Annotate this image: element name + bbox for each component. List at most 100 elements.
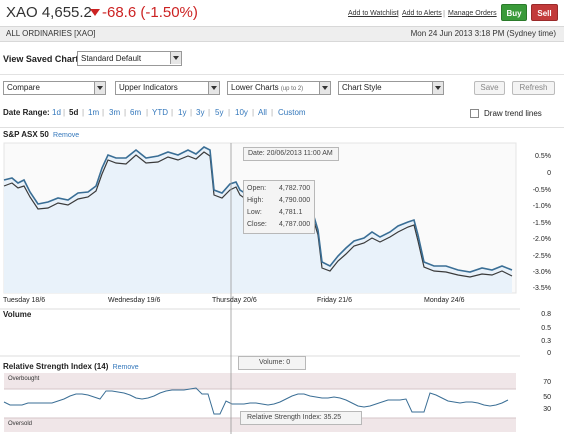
rsi-y-tick: 30 [543,406,551,413]
date-tooltip: Date: 20/06/2013 11:00 AM [243,147,339,161]
buy-button[interactable]: Buy [501,4,527,21]
compare-label: Compare [7,83,40,92]
y-tick: -3.5% [532,285,551,292]
close-value: 4,787.000 [279,221,311,228]
range-separator: | [171,108,174,117]
range-separator: | [252,108,255,117]
range-separator: | [271,108,274,117]
save-button[interactable]: Save [474,81,505,95]
oversold-band [4,418,516,432]
overbought-band [4,373,516,389]
add-to-alerts-link[interactable]: Add to Alerts [402,10,442,17]
divider [0,74,564,75]
compare-select[interactable]: Compare [3,81,106,95]
remove-compare-link[interactable]: Remove [53,132,80,139]
remove-rsi-link[interactable]: Remove [112,364,139,371]
volume-title: Volume [3,310,32,319]
range-separator: | [146,108,149,117]
price-change: -68.6 (-1.50%) [102,4,198,21]
rsi-title: Relative Strength Index (14) Remove [3,362,139,371]
range-separator: | [208,108,211,117]
range-separator: | [82,108,85,117]
y-tick: -2.0% [532,236,551,243]
manage-orders-link[interactable]: Manage Orders [448,10,497,17]
chevron-down-icon [94,82,105,94]
y-tick: -1.5% [532,220,551,227]
ticker-price: XAO 4,655.2 [6,4,92,21]
chart-style-select[interactable]: Chart Style [338,81,444,95]
divider [0,127,564,128]
lower-charts-label: Lower Charts [231,83,279,92]
chevron-down-icon [208,82,219,94]
saved-chart-label: View Saved Chart: [3,54,82,64]
link-separator: | [397,9,400,18]
main-chart-title: S&P ASX 50 Remove [3,130,79,139]
x-tick: Tuesday 18/6 [3,297,46,304]
range-1m[interactable]: 1m [88,108,100,117]
ohlc-tooltip: Open: 4,782.700 High: 4,790.000 Low: 4,7… [243,180,315,234]
chevron-down-icon [319,82,330,94]
security-info-bar [0,26,564,42]
range-ytd[interactable]: YTD [152,108,168,117]
y-tick: -0.5% [532,187,551,194]
open-label: Open: [247,185,267,192]
range-separator: | [228,108,231,117]
x-tick: Monday 24/6 [424,297,465,304]
high-value: 4,790.000 [279,197,311,204]
volume-y-tick: 0.3 [541,338,551,345]
low-value: 4,781.1 [279,209,303,216]
range-all[interactable]: All [258,108,267,117]
range-3y[interactable]: 3y [196,108,205,117]
upper-indicators-select[interactable]: Upper Indicators [115,81,220,95]
overbought-label: Overbought [8,376,40,382]
trend-lines-checkbox[interactable] [470,109,479,118]
date-range-label: Date Range: [3,108,50,117]
range-separator: | [63,108,66,117]
y-tick: -1.0% [532,203,551,210]
range-6m[interactable]: 6m [130,108,142,117]
refresh-button[interactable]: Refresh [512,81,555,95]
down-arrow-icon [90,9,100,16]
low-label: Low: [247,209,262,216]
chart-style-label: Chart Style [342,83,382,92]
range-3m[interactable]: 3m [109,108,121,117]
chevron-down-icon [170,52,181,64]
saved-chart-value: Standard Default [81,54,142,63]
range-custom[interactable]: Custom [278,108,306,117]
volume-tooltip: Volume: 0 [238,356,306,370]
y-tick: 0.5% [535,153,551,160]
rsi-title-label: Relative Strength Index (14) [3,362,109,371]
trend-lines-label: Draw trend lines [484,109,542,118]
volume-y-tick: 0.5 [541,325,551,332]
volume-y-tick: 0 [547,350,551,357]
y-tick: -3.0% [532,269,551,276]
volume-y-tick: 0.8 [541,311,551,318]
main-chart-index-name: S&P ASX 50 [3,130,49,139]
range-separator: | [124,108,127,117]
saved-chart-select[interactable]: Standard Default [77,51,182,66]
rsi-line [3,387,509,415]
x-tick: Thursday 20/6 [212,297,257,304]
range-1d[interactable]: 1d [52,108,61,117]
upper-indicators-label: Upper Indicators [119,83,178,92]
add-to-watchlist-link[interactable]: Add to Watchlist [348,10,399,17]
range-5d[interactable]: 5d [69,108,79,117]
range-separator: | [102,108,105,117]
y-tick: -2.5% [532,253,551,260]
high-label: High: [247,197,264,204]
rsi-y-tick: 70 [543,379,551,386]
sell-button[interactable]: Sell [531,4,558,21]
range-10y[interactable]: 10y [235,108,248,117]
close-label: Close: [247,221,267,228]
link-separator: | [443,9,446,18]
market-datetime: Mon 24 Jun 2013 3:18 PM (Sydney time) [410,29,556,38]
x-tick: Wednesday 19/6 [108,297,161,304]
rsi-y-tick: 50 [543,394,551,401]
range-separator: | [190,108,193,117]
range-5y[interactable]: 5y [215,108,224,117]
chevron-down-icon [432,82,443,94]
range-1y[interactable]: 1y [178,108,187,117]
lower-charts-select[interactable]: Lower Charts (up to 2) [227,81,331,95]
rsi-tooltip: Relative Strength Index: 35.25 [240,411,362,425]
y-tick: 0 [547,170,551,177]
